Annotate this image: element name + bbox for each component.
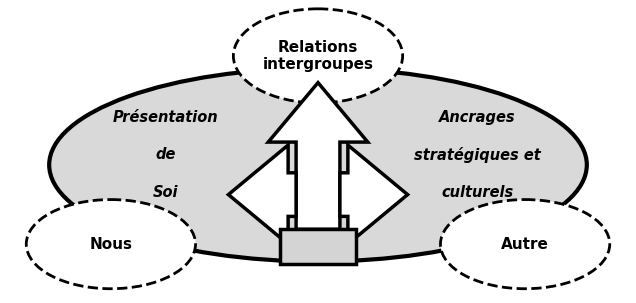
Polygon shape xyxy=(280,229,356,264)
Polygon shape xyxy=(268,83,368,229)
Ellipse shape xyxy=(26,200,195,289)
Ellipse shape xyxy=(441,200,610,289)
Text: Présentation

de

Soi: Présentation de Soi xyxy=(113,110,219,200)
Text: Nous: Nous xyxy=(90,237,132,252)
Text: Autre: Autre xyxy=(501,237,549,252)
Ellipse shape xyxy=(233,9,403,103)
Polygon shape xyxy=(228,145,296,244)
Polygon shape xyxy=(340,145,408,244)
Ellipse shape xyxy=(49,68,587,261)
Text: Ancrages

stratégiques et

culturels: Ancrages stratégiques et culturels xyxy=(414,110,541,200)
Text: Relations
intergroupes: Relations intergroupes xyxy=(263,40,373,72)
